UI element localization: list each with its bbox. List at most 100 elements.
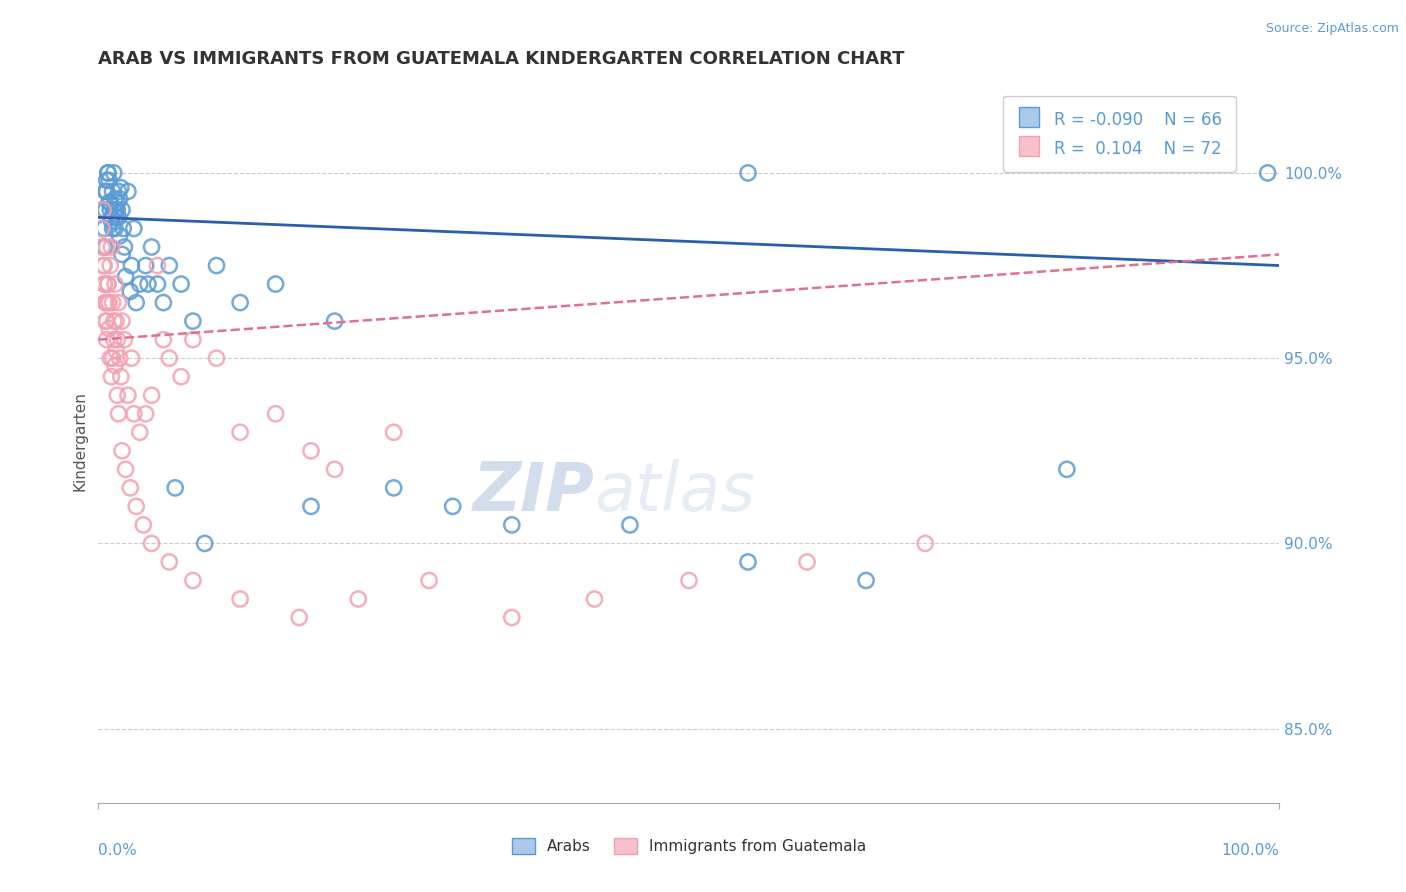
Point	[170, 277, 193, 291]
Point	[914, 536, 936, 550]
Point	[619, 517, 641, 532]
Point	[91, 221, 114, 235]
Point	[121, 259, 143, 273]
Point	[104, 192, 127, 206]
Point	[382, 425, 405, 440]
Point	[165, 481, 187, 495]
Point	[583, 592, 606, 607]
Point	[103, 202, 125, 217]
Point	[105, 202, 128, 217]
Point	[112, 333, 135, 347]
Point	[205, 351, 228, 366]
Point	[501, 610, 523, 624]
Point	[170, 369, 193, 384]
Text: 0.0%: 0.0%	[98, 843, 138, 858]
Point	[104, 221, 127, 235]
Point	[105, 314, 128, 328]
Point	[146, 277, 169, 291]
Point	[132, 517, 155, 532]
Text: ARAB VS IMMIGRANTS FROM GUATEMALA KINDERGARTEN CORRELATION CHART: ARAB VS IMMIGRANTS FROM GUATEMALA KINDER…	[98, 50, 905, 68]
Point	[205, 259, 228, 273]
Point	[264, 407, 287, 421]
Point	[101, 221, 124, 235]
Point	[98, 259, 121, 273]
Point	[98, 195, 121, 210]
Text: 100.0%: 100.0%	[1222, 843, 1279, 858]
Point	[114, 269, 136, 284]
Point	[441, 500, 464, 514]
Point	[97, 295, 120, 310]
Point	[288, 610, 311, 624]
Point	[120, 285, 142, 299]
Point	[194, 536, 217, 550]
Point	[418, 574, 440, 588]
Point	[1257, 166, 1279, 180]
Point	[96, 314, 118, 328]
Point	[737, 555, 759, 569]
Point	[91, 202, 114, 217]
Point	[112, 221, 135, 235]
Point	[93, 259, 115, 273]
Point	[128, 425, 150, 440]
Point	[347, 592, 370, 607]
Point	[157, 555, 180, 569]
Point	[98, 173, 121, 187]
Point	[678, 574, 700, 588]
Point	[96, 333, 118, 347]
Point	[97, 277, 120, 291]
Point	[111, 247, 134, 261]
Point	[97, 166, 120, 180]
Point	[105, 388, 128, 402]
Point	[141, 388, 163, 402]
Point	[135, 259, 157, 273]
Point	[122, 221, 145, 235]
Point	[93, 277, 115, 291]
Point	[107, 185, 129, 199]
Point	[101, 351, 124, 366]
Point	[94, 314, 117, 328]
Point	[737, 166, 759, 180]
Point	[101, 295, 124, 310]
Point	[1056, 462, 1078, 476]
Text: atlas: atlas	[595, 459, 755, 525]
Point	[94, 185, 117, 199]
Y-axis label: Kindergarten: Kindergarten	[72, 392, 87, 491]
Point	[103, 166, 125, 180]
Point	[229, 592, 252, 607]
Point	[107, 407, 129, 421]
Point	[96, 240, 118, 254]
Point	[103, 314, 125, 328]
Point	[105, 195, 128, 210]
Point	[105, 333, 128, 347]
Point	[141, 240, 163, 254]
Point	[111, 314, 134, 328]
Point	[94, 295, 117, 310]
Point	[229, 295, 252, 310]
Point	[100, 214, 122, 228]
Point	[855, 574, 877, 588]
Point	[94, 202, 117, 217]
Point	[105, 202, 128, 217]
Point	[128, 277, 150, 291]
Point	[181, 314, 204, 328]
Point	[181, 574, 204, 588]
Point	[93, 221, 115, 235]
Point	[98, 195, 121, 210]
Point	[114, 462, 136, 476]
Point	[121, 351, 143, 366]
Point	[501, 517, 523, 532]
Point	[157, 259, 180, 273]
Point	[91, 202, 114, 217]
Point	[136, 277, 159, 291]
Point	[100, 369, 122, 384]
Point	[125, 295, 148, 310]
Point	[98, 295, 121, 310]
Point	[104, 277, 127, 291]
Point	[146, 259, 169, 273]
Point	[264, 277, 287, 291]
Point	[103, 333, 125, 347]
Point	[94, 295, 117, 310]
Point	[97, 277, 120, 291]
Point	[91, 240, 114, 254]
Point	[105, 343, 128, 358]
